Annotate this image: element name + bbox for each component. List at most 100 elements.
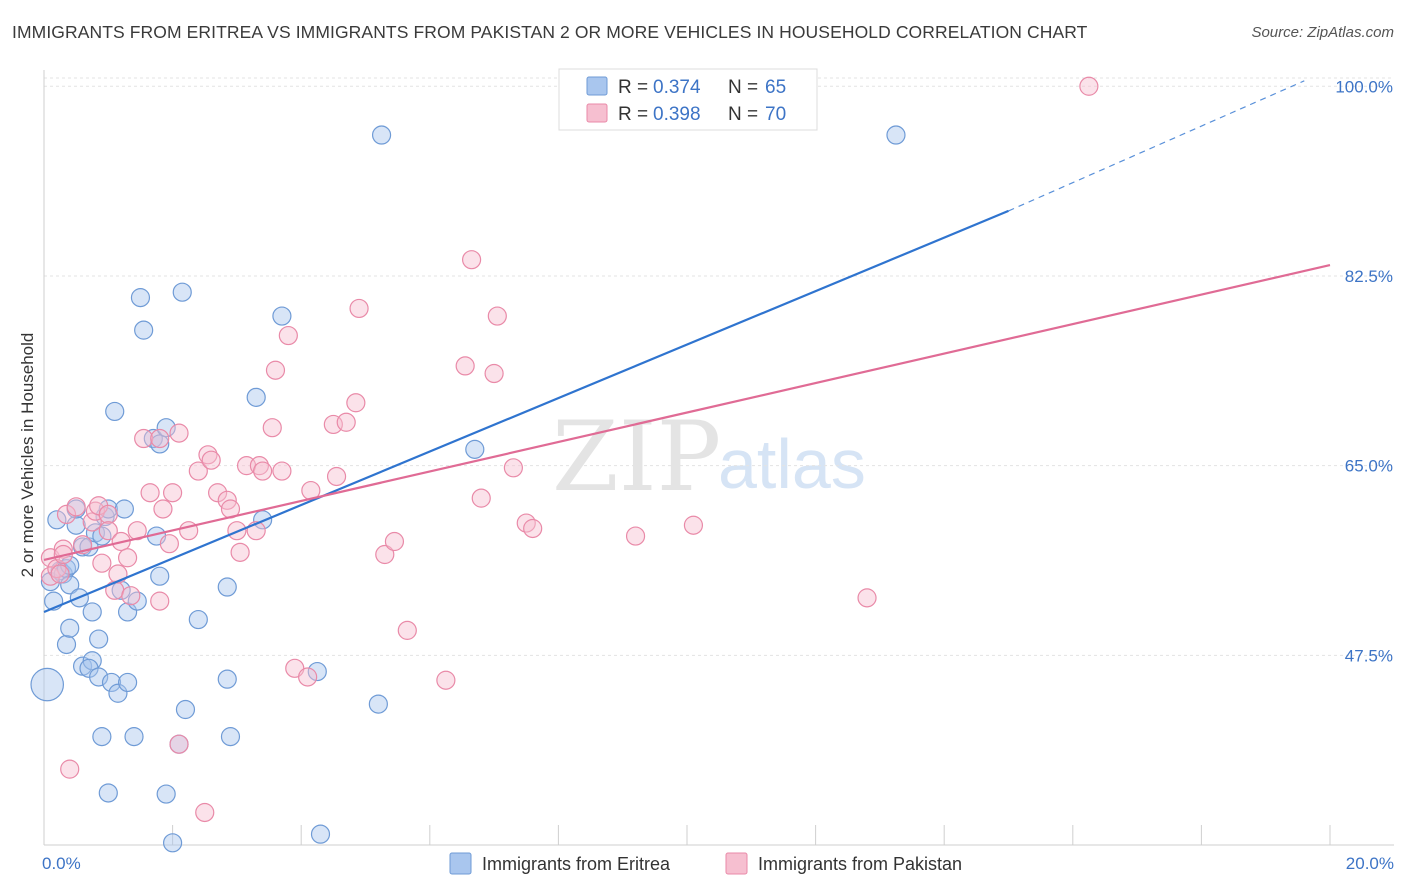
pakistan-point <box>455 356 475 376</box>
eritrea-point <box>56 634 77 655</box>
eritrea-point <box>98 783 118 803</box>
pakistan-point <box>487 306 507 326</box>
x-tick-label: 0.0% <box>42 854 81 873</box>
pakistan-point <box>163 483 183 503</box>
y-tick-labels: 47.5% 65.0% 82.5% 100.0% <box>1335 77 1393 665</box>
eritrea-point <box>82 602 102 622</box>
pakistan-point <box>230 542 250 562</box>
bottom-legend-label-eritrea: Immigrants from Eritrea <box>482 854 671 874</box>
eritrea-point <box>92 727 112 747</box>
eritrea-point <box>310 824 331 844</box>
eritrea-point <box>47 510 67 530</box>
pakistan-point <box>98 521 118 541</box>
y-tick-label: 100.0% <box>1335 77 1393 96</box>
pakistan-point <box>278 325 298 346</box>
pakistan-point <box>169 423 189 443</box>
pakistan-point <box>134 428 154 449</box>
pakistan-point <box>140 483 160 503</box>
pakistan-point <box>195 802 215 823</box>
pakistan-point <box>523 518 543 539</box>
source-credit: Source: ZipAtlas.com <box>1251 24 1394 41</box>
pakistan-point <box>384 531 405 552</box>
y-tick-label: 82.5% <box>1345 267 1393 286</box>
legend-swatch-pakistan <box>586 103 608 123</box>
y-axis-label: 2 or more Vehicles in Household <box>18 333 37 578</box>
eritrea-point <box>105 401 125 422</box>
pakistan-point <box>50 564 70 584</box>
x-tick-label: 20.0% <box>1346 854 1394 873</box>
eritrea-point <box>368 694 388 714</box>
eritrea-point <box>163 833 183 853</box>
bottom-legend-swatch-pakistan <box>725 852 748 875</box>
pakistan-point <box>150 591 170 611</box>
legend-r-label-eritrea: R = <box>618 77 648 98</box>
watermark-atlas: atlas <box>718 425 866 503</box>
legend-n-label-pakistan: N = <box>728 104 758 125</box>
pakistan-point <box>150 428 170 449</box>
x-tick-labels: 0.0% 20.0% <box>42 854 1394 873</box>
eritrea-point <box>217 577 237 597</box>
pakistan-point <box>159 534 179 554</box>
eritrea-point <box>307 661 327 682</box>
bottom-legend-swatch-eritrea <box>449 852 472 875</box>
axes <box>43 70 1394 846</box>
pakistan-trend-line <box>43 264 1331 562</box>
legend-r-value-pakistan: 0.398 <box>653 104 701 125</box>
pakistan-point <box>82 512 102 532</box>
gridlines <box>44 77 1394 656</box>
legend-r-label-pakistan: R = <box>618 104 648 125</box>
pakistan-point <box>625 526 646 546</box>
bottom-legend-label-pakistan: Immigrants from Pakistan <box>758 854 962 874</box>
eritrea-point <box>101 672 122 693</box>
eritrea-point <box>175 699 196 720</box>
eritrea-point <box>172 282 192 302</box>
pakistan-point <box>272 461 292 481</box>
legend-r-value-eritrea: 0.374 <box>653 77 701 98</box>
pakistan-point <box>198 445 218 465</box>
pakistan-point <box>249 456 270 476</box>
eritrea-point <box>108 683 128 703</box>
eritrea-point <box>60 618 80 638</box>
pakistan-point <box>375 544 395 565</box>
eritrea-point <box>124 727 144 747</box>
watermark-zip: ZIP <box>552 401 721 513</box>
pakistan-point <box>117 548 138 568</box>
eritrea-point <box>150 566 170 586</box>
pakistan-point <box>47 559 67 579</box>
eritrea-point <box>272 306 292 326</box>
eritrea-point <box>114 499 134 519</box>
pakistan-point <box>169 734 189 754</box>
bottom-legend: Immigrants from Eritrea Immigrants from … <box>449 852 962 875</box>
watermark: ZIP atlas <box>552 401 866 513</box>
eritrea-point <box>220 727 241 747</box>
pakistan-point <box>346 393 366 413</box>
pakistan-point <box>503 458 523 478</box>
pakistan-point <box>471 488 491 508</box>
eritrea-point <box>117 602 138 622</box>
pakistan-point <box>336 412 356 432</box>
pakistan-point <box>60 759 80 779</box>
pakistan-point <box>397 620 417 640</box>
eritrea-point <box>111 580 131 600</box>
eritrea-point <box>60 575 80 595</box>
legend-swatch-eritrea <box>586 76 608 96</box>
legend-n-value-eritrea: 65 <box>765 77 786 98</box>
trend-lines <box>43 80 1331 613</box>
pakistan-point <box>461 250 482 270</box>
pakistan-point <box>436 670 456 690</box>
eritrea-point <box>30 667 65 702</box>
pakistan-point <box>56 504 77 525</box>
eritrea-point <box>156 784 176 804</box>
pakistan-point <box>121 586 141 606</box>
pakistan-point <box>153 499 173 519</box>
eritrea-point <box>117 672 138 693</box>
eritrea-point <box>465 439 485 459</box>
pakistan-point <box>484 363 504 384</box>
eritrea-point <box>246 387 266 407</box>
pakistan-point <box>683 515 704 535</box>
eritrea-point <box>371 125 392 145</box>
pakistan-point <box>92 553 112 573</box>
pakistan-point <box>265 360 286 380</box>
pakistan-point <box>349 298 369 319</box>
